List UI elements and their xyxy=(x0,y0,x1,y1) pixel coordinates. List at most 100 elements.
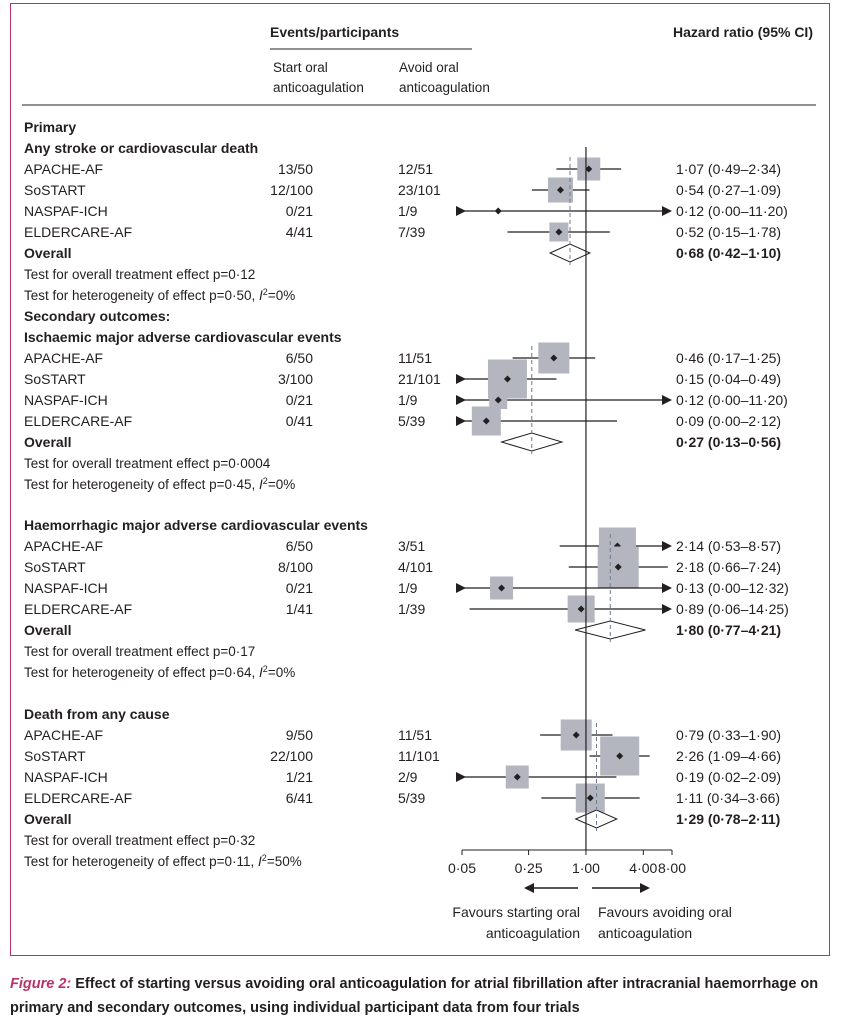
overall-hr-label: 0·68 (0·42–1·10) xyxy=(676,245,781,261)
point-estimate xyxy=(614,563,622,571)
events-avoid: 12/51 xyxy=(398,161,433,177)
section-primary: Primary xyxy=(24,119,76,135)
trial-name: NASPAF-ICH xyxy=(24,392,108,408)
trial-name: NASPAF-ICH xyxy=(24,769,108,785)
test-heterogeneity: Test for heterogeneity of effect p=0·11,… xyxy=(24,853,302,869)
col-start-line2: anticoagulation xyxy=(273,80,364,95)
point-estimate xyxy=(494,207,502,215)
trial-name: SoSTART xyxy=(24,748,86,764)
trial-name: APACHE-AF xyxy=(24,538,103,554)
events-avoid: 1/9 xyxy=(398,580,418,596)
events-avoid: 1/9 xyxy=(398,392,418,408)
overall-hr-label: 1·80 (0·77–4·21) xyxy=(676,622,781,638)
events-start: 9/50 xyxy=(286,727,313,743)
test-heterogeneity: Test for heterogeneity of effect p=0·50,… xyxy=(24,287,295,303)
events-start: 8/100 xyxy=(278,559,313,575)
hr-title: Hazard ratio (95% CI) xyxy=(673,24,813,40)
point-estimate xyxy=(556,186,564,194)
events-start: 4/41 xyxy=(286,224,313,240)
hr-label: 0·52 (0·15–1·78) xyxy=(676,224,781,240)
hr-label: 1·07 (0·49–2·34) xyxy=(676,161,781,177)
events-start: 1/21 xyxy=(286,769,313,785)
point-estimate xyxy=(550,354,558,362)
x-tick-label: 4·00 xyxy=(629,860,657,876)
figure-caption: Figure 2: Effect of starting versus avoi… xyxy=(10,972,830,1020)
events-start: 13/50 xyxy=(278,161,313,177)
hr-label: 0·79 (0·33–1·90) xyxy=(676,727,781,743)
events-avoid: 23/101 xyxy=(398,182,441,198)
events-avoid: 1/39 xyxy=(398,601,425,617)
favours-left-line1: Favours starting oral xyxy=(452,904,580,920)
figure-frame xyxy=(10,3,830,956)
trial-name: ELDERCARE-AF xyxy=(24,224,132,240)
trial-name: APACHE-AF xyxy=(24,161,103,177)
hr-label: 1·11 (0·34–3·66) xyxy=(676,790,780,806)
hr-label: 0·15 (0·04–0·49) xyxy=(676,371,781,387)
events-start: 6/41 xyxy=(286,790,313,806)
group-title: Ischaemic major adverse cardiovascular e… xyxy=(24,329,342,345)
test-heterogeneity: Test for heterogeneity of effect p=0·64,… xyxy=(24,664,295,680)
trial-name: ELDERCARE-AF xyxy=(24,413,132,429)
hr-label: 2·14 (0·53–8·57) xyxy=(676,538,781,554)
hr-label: 0·12 (0·00–11·20) xyxy=(676,203,788,219)
trial-name: NASPAF-ICH xyxy=(24,580,108,596)
test-overall-effect: Test for overall treatment effect p=0·32 xyxy=(24,833,255,848)
overall-hr-label: 1·29 (0·78–2·11) xyxy=(676,811,780,827)
trial-name: SoSTART xyxy=(24,559,86,575)
events-avoid: 1/9 xyxy=(398,203,418,219)
events-avoid: 5/39 xyxy=(398,413,425,429)
point-estimate xyxy=(513,773,521,781)
events-avoid: 2/9 xyxy=(398,769,418,785)
point-estimate xyxy=(577,605,585,613)
test-overall-effect: Test for overall treatment effect p=0·12 xyxy=(24,267,255,282)
point-estimate xyxy=(572,731,580,739)
overall-label: Overall xyxy=(24,811,71,827)
col-start-line1: Start oral xyxy=(273,60,328,75)
events-avoid: 4/101 xyxy=(398,559,433,575)
hr-label: 0·09 (0·00–2·12) xyxy=(676,413,781,429)
figure-label: Figure 2: xyxy=(10,976,72,992)
x-tick-label: 0·05 xyxy=(448,860,476,876)
overall-label: Overall xyxy=(24,622,71,638)
trial-name: APACHE-AF xyxy=(24,350,103,366)
pooled-diamond xyxy=(548,243,592,263)
trial-name: SoSTART xyxy=(24,371,86,387)
hr-label: 0·13 (0·00–12·32) xyxy=(676,580,789,596)
events-start: 0/41 xyxy=(286,413,313,429)
favours-left-line2: anticoagulation xyxy=(486,925,580,941)
trial-name: SoSTART xyxy=(24,182,86,198)
events-avoid: 3/51 xyxy=(398,538,425,554)
events-avoid: 21/101 xyxy=(398,371,441,387)
trial-name: ELDERCARE-AF xyxy=(24,790,132,806)
col-avoid-line1: Avoid oral xyxy=(399,60,459,75)
trial-name: ELDERCARE-AF xyxy=(24,601,132,617)
events-start: 6/50 xyxy=(286,350,313,366)
events-start: 12/100 xyxy=(270,182,313,198)
events-start: 0/21 xyxy=(286,392,313,408)
test-overall-effect: Test for overall treatment effect p=0·00… xyxy=(24,456,271,471)
point-estimate xyxy=(586,794,594,802)
hr-label: 0·54 (0·27–1·09) xyxy=(676,182,781,198)
hr-label: 0·89 (0·06–14·25) xyxy=(676,601,789,617)
x-tick-label: 1·00 xyxy=(572,860,600,876)
events-start: 0/21 xyxy=(286,580,313,596)
pooled-diamond xyxy=(574,809,619,829)
trial-name: APACHE-AF xyxy=(24,727,103,743)
group-title: Death from any cause xyxy=(24,706,170,722)
events-start: 0/21 xyxy=(286,203,313,219)
hr-label: 0·19 (0·02–2·09) xyxy=(676,769,781,785)
pooled-diamond xyxy=(575,620,646,640)
group-title: Haemorrhagic major adverse cardiovascula… xyxy=(24,517,368,533)
events-start: 6/50 xyxy=(286,538,313,554)
favours-right-line2: anticoagulation xyxy=(598,925,692,941)
point-estimate xyxy=(616,752,624,760)
point-estimate xyxy=(585,165,593,173)
favours-right-line1: Favours avoiding oral xyxy=(598,904,732,920)
point-estimate xyxy=(555,228,563,236)
col-avoid-line2: anticoagulation xyxy=(399,80,490,95)
overall-label: Overall xyxy=(24,434,71,450)
plot-content: Primary Secondary outcomes: Any stroke or … xyxy=(24,119,789,893)
point-estimate xyxy=(503,375,511,383)
events-avoid: 11/101 xyxy=(398,748,440,764)
